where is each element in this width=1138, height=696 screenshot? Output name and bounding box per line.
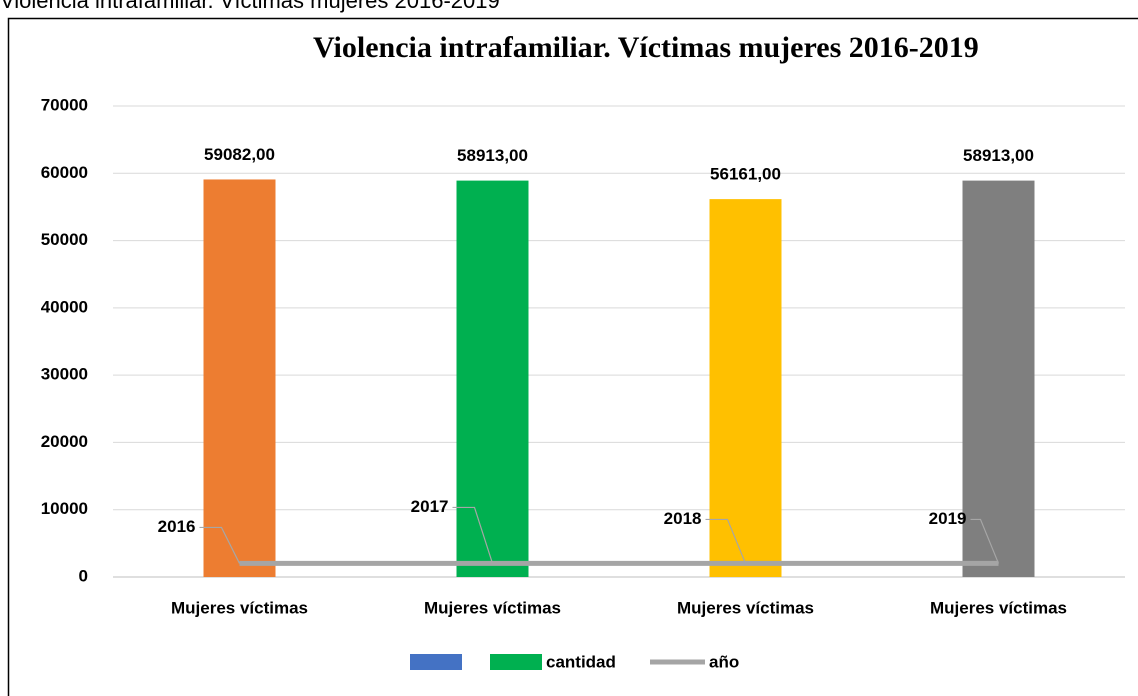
value-label: 58913,00 — [963, 146, 1034, 165]
bar — [962, 180, 1035, 577]
bar — [456, 180, 529, 577]
legend-swatch — [490, 654, 542, 670]
point-label: 2019 — [929, 509, 967, 528]
value-label: 56161,00 — [710, 165, 781, 184]
leader-line — [452, 506, 494, 564]
y-tick-label: 50000 — [41, 230, 88, 249]
leader-line — [705, 518, 747, 564]
point-label: 2016 — [158, 517, 196, 536]
y-tick-label: 0 — [79, 566, 88, 585]
chart-frame — [7, 17, 1138, 696]
point-label: 2018 — [664, 509, 702, 528]
y-tick-label: 60000 — [41, 163, 88, 182]
x-tick-label: Mujeres víctimas — [424, 598, 561, 617]
point-label: 2017 — [411, 497, 449, 516]
bar — [203, 179, 276, 578]
value-label: 59082,00 — [204, 145, 275, 164]
x-tick-label: Mujeres víctimas — [930, 598, 1067, 617]
y-tick-label: 70000 — [41, 95, 88, 114]
y-tick-label: 10000 — [41, 499, 88, 518]
bar — [709, 199, 782, 577]
y-tick-label: 30000 — [41, 365, 88, 384]
legend-label: cantidad — [546, 652, 616, 671]
y-tick-label: 20000 — [41, 432, 88, 451]
x-tick-label: Mujeres víctimas — [171, 598, 308, 617]
legend-swatch — [410, 654, 462, 670]
legend-label: año — [709, 652, 739, 671]
value-label: 58913,00 — [457, 146, 528, 165]
leader-line — [970, 518, 1000, 564]
caption: Violencia intrafamiliar. Víctimas mujere… — [0, 0, 500, 13]
x-tick-label: Mujeres víctimas — [677, 598, 814, 617]
leader-line — [199, 526, 241, 564]
chart-title: Violencia intrafamiliar. Víctimas mujere… — [313, 31, 979, 64]
y-tick-label: 40000 — [41, 297, 88, 316]
